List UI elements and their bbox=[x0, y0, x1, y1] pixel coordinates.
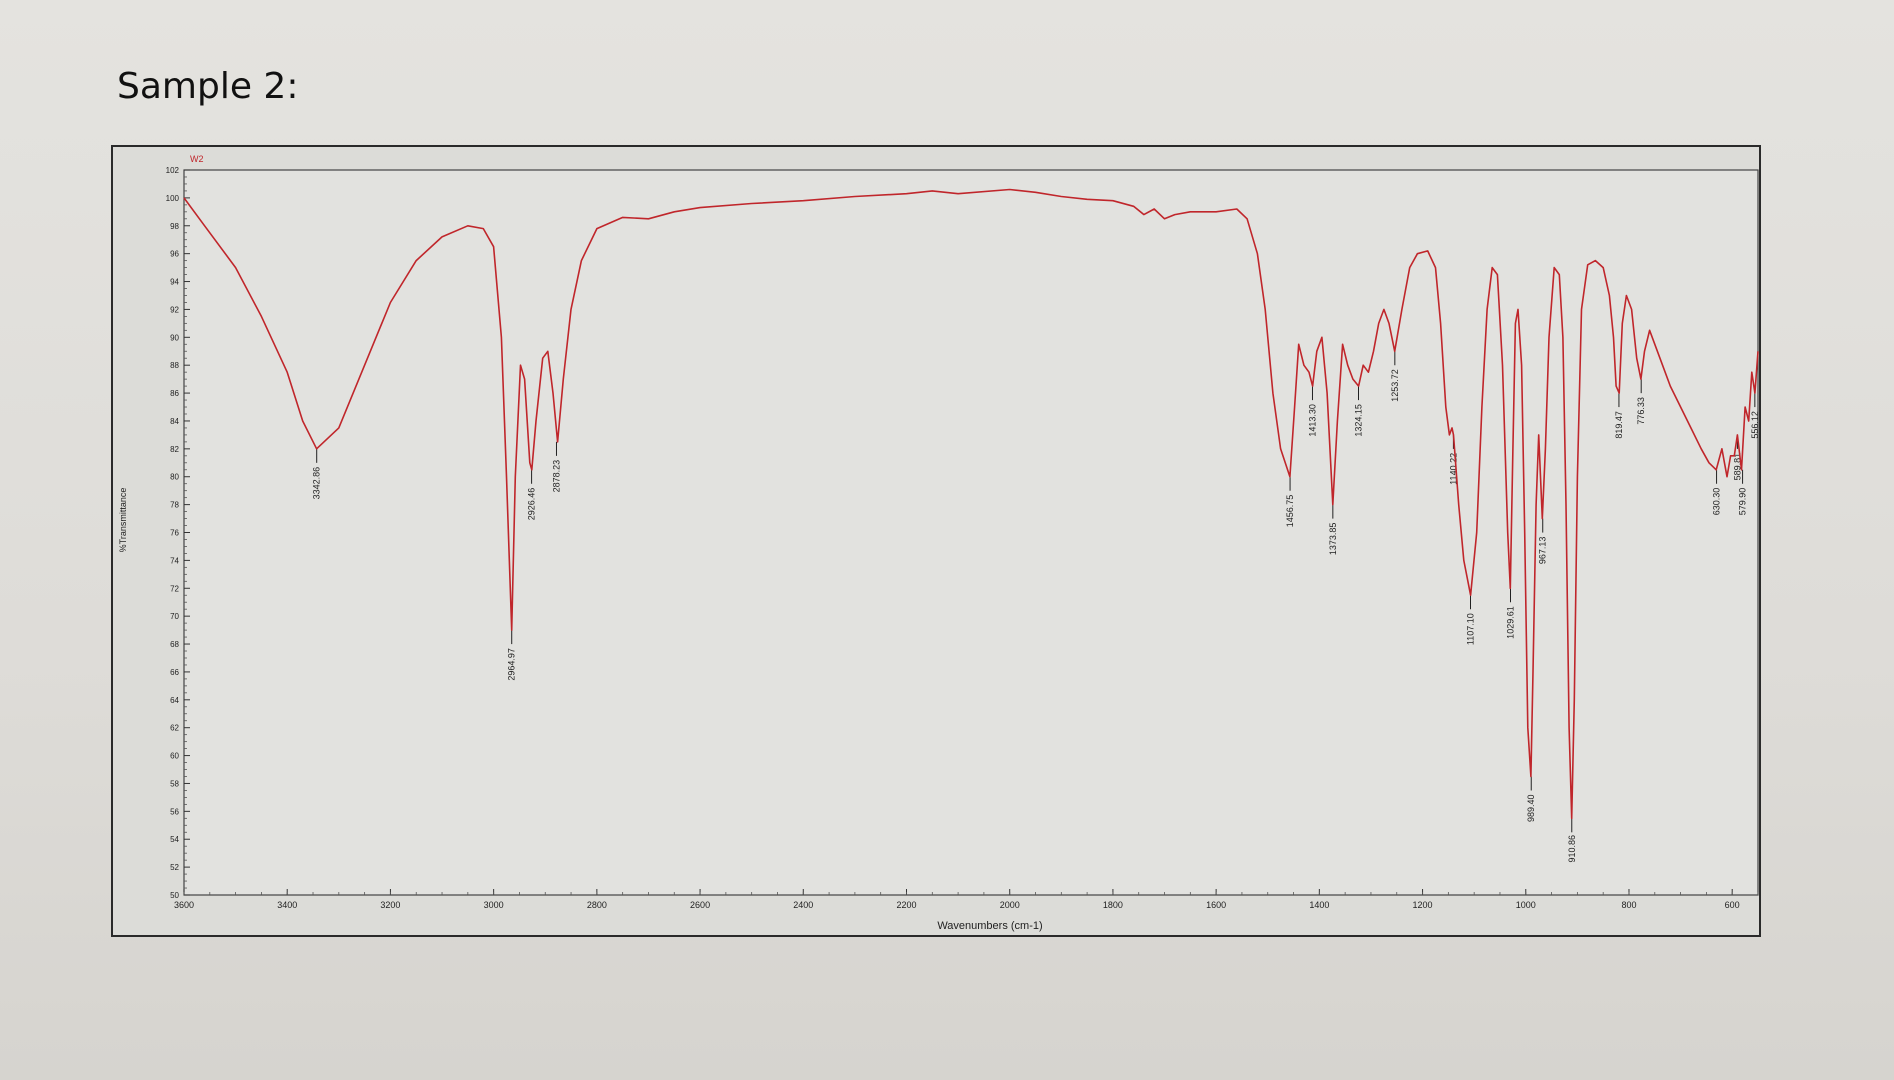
peak-label: 1324.15 bbox=[1353, 404, 1363, 437]
series-label: W2 bbox=[190, 154, 204, 164]
y-tick-label: 98 bbox=[170, 222, 179, 231]
x-tick-label: 600 bbox=[1725, 900, 1740, 910]
x-axis-label: Wavenumbers (cm-1) bbox=[937, 920, 1042, 932]
y-tick-label: 58 bbox=[170, 779, 179, 788]
peak-label: 1029.61 bbox=[1505, 606, 1515, 639]
y-axis-label: %Transmittance bbox=[118, 488, 128, 553]
peak-label: 1373.85 bbox=[1328, 523, 1338, 556]
peak-label: 2878.23 bbox=[551, 460, 561, 493]
y-tick-label: 88 bbox=[170, 361, 179, 370]
x-tick-label: 1000 bbox=[1516, 900, 1536, 910]
y-tick-label: 64 bbox=[170, 696, 179, 705]
x-tick-label: 3200 bbox=[380, 900, 400, 910]
y-tick-label: 52 bbox=[170, 863, 179, 872]
peak-label: 556.12 bbox=[1750, 411, 1760, 439]
y-tick-label: 82 bbox=[170, 445, 179, 454]
x-tick-label: 3600 bbox=[174, 900, 194, 910]
x-tick-label: 1600 bbox=[1206, 900, 1226, 910]
y-tick-label: 74 bbox=[170, 556, 179, 565]
y-tick-label: 78 bbox=[170, 501, 179, 510]
x-tick-label: 3400 bbox=[277, 900, 297, 910]
x-axis: 3600 3400 3200 3000 2800 2600 2400 2200 2000 1800… bbox=[174, 889, 1759, 910]
peak-label: 1107.10 bbox=[1465, 613, 1475, 645]
x-tick-label: 2200 bbox=[896, 900, 916, 910]
y-axis: 50 52 54 56 58 60 62 64 66 68 70 72 74 76 78 80 82 84 86 88… bbox=[166, 166, 190, 900]
y-tick-label: 56 bbox=[170, 807, 179, 816]
x-tick-label: 2000 bbox=[1000, 900, 1020, 910]
peak-label: 1140.22 bbox=[1448, 453, 1458, 485]
y-tick-label: 76 bbox=[170, 529, 179, 538]
spectrum-line bbox=[183, 188, 1759, 820]
y-tick-label: 102 bbox=[166, 166, 180, 175]
y-tick-label: 80 bbox=[170, 473, 179, 482]
y-tick-label: 72 bbox=[170, 584, 179, 593]
peak-label: 3342.86 bbox=[312, 467, 322, 500]
peak-label: 1456.75 bbox=[1285, 495, 1295, 528]
peak-label: 776.33 bbox=[1636, 397, 1646, 425]
x-tick-label: 1800 bbox=[1103, 900, 1123, 910]
peak-label: 2964.97 bbox=[507, 648, 517, 681]
x-tick-label: 1200 bbox=[1413, 900, 1433, 910]
page-title: Sample 2: bbox=[117, 66, 299, 107]
y-tick-label: 86 bbox=[170, 389, 179, 398]
peak-label: 989.40 bbox=[1526, 794, 1536, 822]
y-tick-label: 54 bbox=[170, 835, 179, 844]
peak-label: 1253.72 bbox=[1390, 369, 1400, 402]
x-tick-label: 3000 bbox=[484, 900, 504, 910]
y-tick-label: 90 bbox=[170, 333, 179, 342]
y-tick-label: 62 bbox=[170, 724, 179, 733]
peak-label: 910.86 bbox=[1567, 835, 1577, 863]
peak-label: 579.90 bbox=[1738, 488, 1748, 516]
peak-label: 589.81 bbox=[1732, 453, 1742, 481]
y-tick-label: 94 bbox=[170, 278, 179, 287]
peak-label: 819.47 bbox=[1614, 411, 1624, 439]
y-tick-label: 66 bbox=[170, 668, 179, 677]
x-tick-label: 2600 bbox=[690, 900, 710, 910]
peak-label: 967.13 bbox=[1538, 537, 1548, 565]
y-tick-label: 70 bbox=[170, 612, 179, 621]
plot-area bbox=[183, 169, 1759, 896]
x-tick-label: 2800 bbox=[587, 900, 607, 910]
y-tick-label: 92 bbox=[170, 305, 179, 314]
peak-label: 630.30 bbox=[1712, 488, 1722, 516]
y-tick-label: 50 bbox=[170, 891, 179, 900]
y-tick-label: 68 bbox=[170, 640, 179, 649]
peak-label: 1413.30 bbox=[1307, 404, 1317, 437]
x-tick-label: 2400 bbox=[793, 900, 813, 910]
y-tick-label: 100 bbox=[166, 194, 180, 203]
peak-label: 2926.46 bbox=[527, 488, 537, 521]
y-tick-label: 84 bbox=[170, 417, 179, 426]
x-tick-label: 800 bbox=[1621, 900, 1636, 910]
peak-annotations: 3342.86 2964.97 2926.46 2878.23 1456.75 1413.… bbox=[312, 351, 1760, 863]
y-tick-label: 60 bbox=[170, 752, 179, 761]
y-tick-label: 96 bbox=[170, 250, 179, 259]
x-tick-label: 1400 bbox=[1309, 900, 1329, 910]
